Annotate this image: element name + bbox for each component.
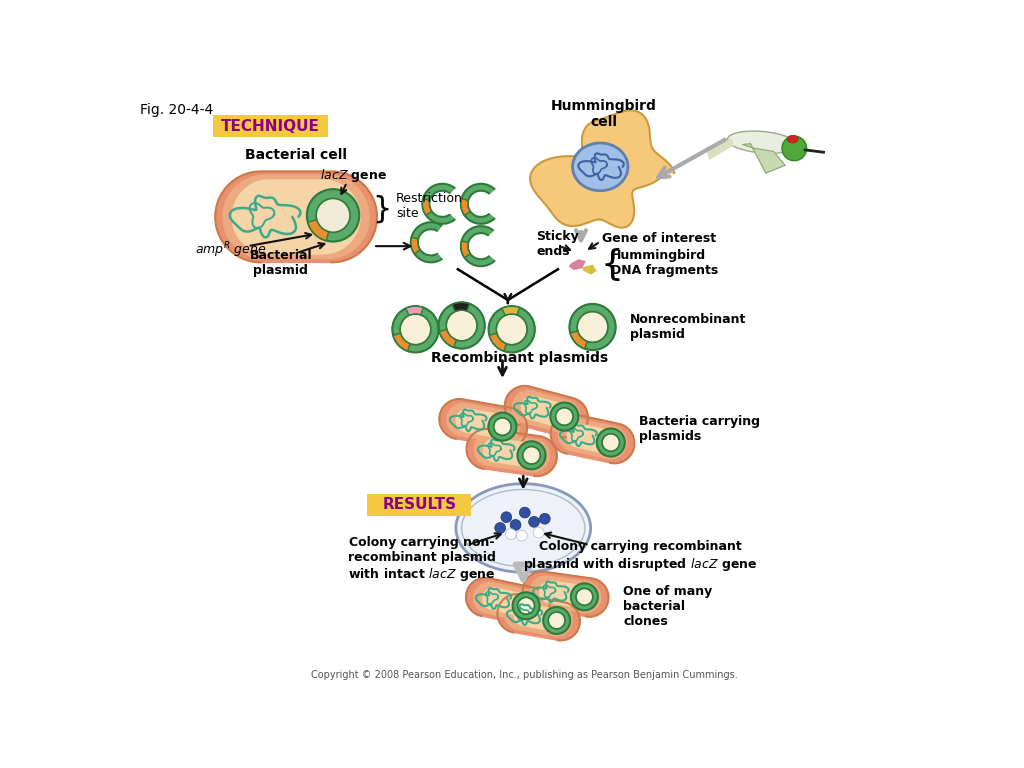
Polygon shape <box>514 604 563 631</box>
Ellipse shape <box>456 484 591 572</box>
Circle shape <box>494 418 511 435</box>
Polygon shape <box>215 171 377 263</box>
Wedge shape <box>439 329 457 347</box>
Text: Bacterial cell: Bacterial cell <box>245 148 347 162</box>
Wedge shape <box>308 220 329 240</box>
Polygon shape <box>482 588 532 616</box>
Text: {: { <box>600 247 624 282</box>
Text: Hummingbird
DNA fragments: Hummingbird DNA fragments <box>611 249 718 277</box>
Polygon shape <box>540 581 592 607</box>
Text: Restriction
site: Restriction site <box>396 192 463 220</box>
Wedge shape <box>461 184 497 223</box>
Text: Sticky
ends: Sticky ends <box>537 230 580 258</box>
Circle shape <box>446 310 477 341</box>
Circle shape <box>578 312 608 343</box>
Polygon shape <box>584 266 596 274</box>
Ellipse shape <box>572 143 628 190</box>
Polygon shape <box>569 260 585 270</box>
Ellipse shape <box>787 135 798 143</box>
Circle shape <box>517 598 535 614</box>
Text: Colony carrying non-
recombinant plasmid
with intact $\mathit{lacZ}$ gene: Colony carrying non- recombinant plasmid… <box>348 536 496 583</box>
Polygon shape <box>498 594 580 641</box>
Circle shape <box>400 314 431 345</box>
Text: Copyright © 2008 Pearson Education, Inc., publishing as Pearson Benjamin Cumming: Copyright © 2008 Pearson Education, Inc.… <box>311 670 738 680</box>
Text: TECHNIQUE: TECHNIQUE <box>221 118 321 134</box>
Polygon shape <box>439 399 527 448</box>
Polygon shape <box>483 439 540 466</box>
Polygon shape <box>223 175 370 259</box>
Polygon shape <box>446 403 519 443</box>
Polygon shape <box>466 578 550 626</box>
Polygon shape <box>521 396 571 427</box>
Circle shape <box>501 511 512 522</box>
Circle shape <box>548 612 565 629</box>
Polygon shape <box>530 576 601 612</box>
Polygon shape <box>567 424 617 453</box>
Wedge shape <box>411 222 443 263</box>
Circle shape <box>782 136 807 161</box>
Wedge shape <box>452 303 470 312</box>
Text: Bacteria carrying
plasmids: Bacteria carrying plasmids <box>639 415 760 443</box>
Circle shape <box>534 527 544 538</box>
Polygon shape <box>474 582 542 621</box>
Polygon shape <box>505 599 572 636</box>
Text: }: } <box>372 195 391 223</box>
Wedge shape <box>422 184 457 223</box>
Polygon shape <box>467 429 557 476</box>
Wedge shape <box>406 306 423 316</box>
Wedge shape <box>411 237 420 253</box>
FancyBboxPatch shape <box>367 494 471 515</box>
Polygon shape <box>742 144 785 173</box>
Text: Gene of interest: Gene of interest <box>602 232 716 245</box>
Circle shape <box>522 446 541 464</box>
Text: Bacterial
plasmid: Bacterial plasmid <box>250 249 312 277</box>
Polygon shape <box>474 433 549 472</box>
Circle shape <box>497 314 527 345</box>
Circle shape <box>575 588 593 605</box>
Wedge shape <box>422 199 432 215</box>
Wedge shape <box>461 226 497 266</box>
Circle shape <box>516 530 527 541</box>
Ellipse shape <box>727 131 797 154</box>
Polygon shape <box>456 409 510 438</box>
Circle shape <box>540 513 550 524</box>
Text: One of many
bacterial
clones: One of many bacterial clones <box>624 585 713 628</box>
Circle shape <box>602 434 620 452</box>
Text: Recombinant plasmids: Recombinant plasmids <box>431 351 608 365</box>
Text: $\mathit{amp}^R$ gene: $\mathit{amp}^R$ gene <box>195 240 266 260</box>
Circle shape <box>316 198 350 232</box>
Polygon shape <box>522 571 608 617</box>
Wedge shape <box>489 333 507 351</box>
Wedge shape <box>502 306 519 316</box>
Circle shape <box>519 507 530 518</box>
Text: Hummingbird
cell: Hummingbird cell <box>551 98 657 129</box>
Text: RESULTS: RESULTS <box>382 498 457 512</box>
Text: Fig. 20-4-4: Fig. 20-4-4 <box>140 103 213 117</box>
Circle shape <box>510 519 521 530</box>
Circle shape <box>495 522 506 533</box>
Circle shape <box>316 198 350 232</box>
Polygon shape <box>505 386 588 438</box>
Polygon shape <box>512 391 581 432</box>
Polygon shape <box>558 419 627 458</box>
Polygon shape <box>530 111 674 227</box>
Text: Colony carrying recombinant
plasmid with disrupted $\mathit{lacZ}$ gene: Colony carrying recombinant plasmid with… <box>523 540 758 573</box>
Polygon shape <box>551 414 635 463</box>
Text: $\mathit{lacZ}$ gene: $\mathit{lacZ}$ gene <box>321 167 387 184</box>
Wedge shape <box>570 331 588 349</box>
Text: Nonrecombinant
plasmid: Nonrecombinant plasmid <box>630 313 745 341</box>
Wedge shape <box>461 199 470 215</box>
Circle shape <box>556 408 573 425</box>
Polygon shape <box>232 180 360 254</box>
FancyBboxPatch shape <box>213 115 329 137</box>
Wedge shape <box>393 333 411 351</box>
Wedge shape <box>461 241 470 257</box>
Polygon shape <box>707 139 733 159</box>
Circle shape <box>506 528 516 540</box>
Circle shape <box>528 516 540 527</box>
